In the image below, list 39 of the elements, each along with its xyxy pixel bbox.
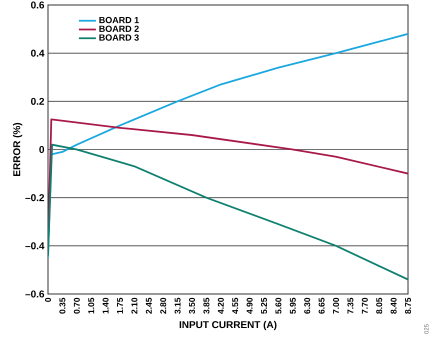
x-tick-label: 0 — [45, 298, 51, 302]
x-tick-label: 1.05 — [88, 298, 94, 314]
x-tick-label: 6.30 — [304, 298, 310, 314]
y-tick-label: –0.4 — [25, 242, 44, 250]
x-tick-label: 5.25 — [261, 298, 267, 314]
legend-label: BOARD 3 — [99, 34, 139, 41]
legend-label: BOARD 1 — [99, 16, 139, 24]
x-tick-label: 4.90 — [246, 298, 253, 314]
x-tick-label: 7.70 — [362, 298, 368, 314]
x-tick-label: 3.85 — [203, 298, 210, 314]
y-axis-title: ERROR (%) — [12, 122, 22, 176]
x-tick-label: 4.55 — [232, 298, 238, 314]
y-tick-label: –0.6 — [25, 290, 44, 298]
x-tick-label: 8.75 — [405, 298, 412, 314]
x-tick-label: 5.60 — [275, 298, 282, 314]
x-tick-label: 5.95 — [290, 298, 296, 314]
x-tick-label: 8.40 — [390, 298, 397, 314]
y-tick-label: 0.4 — [31, 50, 44, 57]
x-tick-label: 6.65 — [318, 298, 325, 314]
x-tick-label: 8.05 — [376, 298, 382, 314]
y-tick-label: 0 — [39, 146, 44, 154]
x-tick-label: 2.10 — [131, 298, 138, 314]
y-tick-label: –0.2 — [25, 194, 44, 202]
x-tick-label: 4.20 — [218, 298, 224, 314]
y-tick-label: 0.6 — [31, 1, 44, 9]
x-tick-label: 7.00 — [333, 298, 339, 314]
x-axis-title: INPUT CURRENT (A) — [180, 320, 276, 330]
x-tick-label: 2.45 — [146, 298, 152, 314]
line-series — [48, 144, 408, 280]
x-tick-label: 0.70 — [74, 298, 80, 314]
x-tick-label: 1.75 — [117, 298, 123, 314]
legend-label: BOARD 2 — [99, 26, 139, 32]
x-tick-label: 1.40 — [102, 298, 109, 314]
y-tick-label: 0.2 — [31, 98, 44, 105]
x-tick-label: 3.50 — [189, 298, 196, 314]
x-tick-label: 3.15 — [174, 298, 181, 314]
x-tick-label: 0.35 — [59, 298, 66, 314]
x-tick-label: 2.80 — [160, 298, 166, 314]
x-tick-label: 7.35 — [347, 298, 354, 314]
